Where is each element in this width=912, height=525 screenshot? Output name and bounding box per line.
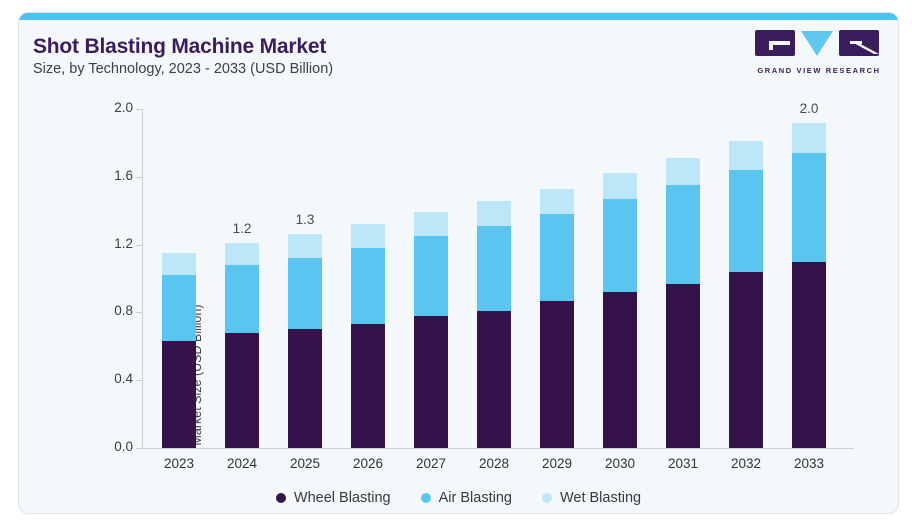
bar-2024 (225, 242, 259, 448)
bar-segment-wheel-blasting (162, 341, 196, 448)
x-tick-label: 2028 (478, 456, 510, 471)
bar-2032 (729, 141, 763, 448)
y-tick-mark (136, 380, 142, 382)
gvr-r-block (839, 30, 879, 56)
bar-segment-wet-blasting (792, 122, 826, 154)
legend-item-wet-blasting: Wet Blasting (541, 490, 642, 506)
chart-legend: Wheel Blasting Air Blasting Wet Blasting (19, 490, 898, 506)
y-tick-mark (136, 176, 142, 178)
bar-total-label: 1.2 (232, 220, 252, 236)
legend-dot-icon (420, 493, 431, 503)
x-axis-line (142, 448, 854, 449)
bar-2025 (288, 234, 322, 448)
bar-2029 (540, 188, 574, 448)
legend-item-air-blasting: Air Blasting (420, 490, 512, 506)
bar-segment-air-blasting (603, 198, 637, 293)
legend-label: Air Blasting (438, 490, 512, 506)
gvr-logo-text: GRAND VIEW RESEARCH (757, 66, 881, 75)
y-tick-label: 0.0 (114, 439, 133, 454)
legend-label: Wheel Blasting (293, 490, 391, 506)
bar-segment-air-blasting (477, 225, 511, 311)
y-tick-mark (136, 244, 142, 246)
bar-segment-wet-blasting (540, 188, 574, 215)
bar-segment-air-blasting (162, 275, 196, 342)
legend-dot-icon (275, 493, 286, 503)
grand-view-research-logo: GRAND VIEW RESEARCH (752, 30, 886, 75)
page-subtitle: Size, by Technology, 2023 - 2033 (USD Bi… (33, 61, 334, 77)
bar-segment-wet-blasting (477, 200, 511, 226)
bar-segment-wet-blasting (162, 253, 196, 276)
bar-2028 (477, 200, 511, 448)
x-tick-label: 2032 (730, 456, 762, 471)
bar-segment-air-blasting (351, 248, 385, 325)
bar-2033 (792, 122, 826, 448)
bar-segment-wheel-blasting (414, 315, 448, 448)
legend-item-wheel-blasting: Wheel Blasting (275, 490, 391, 506)
y-tick-mark (136, 109, 142, 110)
bar-segment-air-blasting (729, 170, 763, 272)
bar-total-label: 1.3 (295, 212, 315, 228)
legend-dot-icon (541, 493, 552, 503)
x-tick-label: 2027 (415, 456, 447, 471)
bar-segment-wet-blasting (225, 242, 259, 265)
bar-segment-wet-blasting (351, 224, 385, 248)
x-tick-label: 2031 (667, 456, 699, 471)
chart-plot-area: Market Size (USD Billion) 0.0 0.4 0.8 1.2 1.… (114, 100, 857, 471)
y-tick-mark (136, 312, 142, 314)
y-tick-label: 2.0 (114, 100, 133, 115)
y-tick-label: 1.6 (114, 167, 133, 183)
bar-segment-wet-blasting (729, 141, 763, 171)
bar-segment-wheel-blasting (729, 271, 763, 448)
bar-segment-wheel-blasting (603, 292, 637, 448)
y-tick-label: 1.2 (114, 235, 133, 251)
gvr-v-triangle (801, 31, 833, 56)
x-tick-label: 2025 (289, 456, 321, 471)
bar-segment-air-blasting (540, 214, 574, 301)
bar-segment-wet-blasting (666, 158, 700, 186)
bar-segment-wet-blasting (288, 234, 322, 259)
chart-card: Shot Blasting Machine Market Size, by Te… (18, 12, 899, 514)
bar-2023 (162, 253, 196, 448)
x-tick-label: 2029 (541, 456, 573, 471)
bar-segment-wheel-blasting (225, 332, 259, 448)
bar-segment-wheel-blasting (351, 324, 385, 448)
x-tick-label: 2024 (226, 456, 258, 471)
gvr-g-block (755, 30, 795, 56)
bar-segment-wet-blasting (603, 173, 637, 199)
bar-segment-air-blasting (288, 258, 322, 330)
bar-segment-wheel-blasting (288, 329, 322, 448)
bar-2031 (666, 158, 700, 448)
y-tick-mark (136, 448, 142, 449)
x-tick-label: 2023 (163, 456, 195, 471)
bar-2030 (603, 173, 637, 448)
y-tick-label: 0.4 (114, 371, 133, 387)
bar-segment-air-blasting (225, 264, 259, 333)
x-tick-label: 2030 (604, 456, 636, 471)
bar-2026 (351, 224, 385, 448)
gvr-logo-icon (755, 30, 879, 56)
bar-segment-wheel-blasting (477, 310, 511, 448)
bar-2027 (414, 212, 448, 448)
bar-segment-wet-blasting (414, 212, 448, 237)
card-top-accent-bar (19, 13, 898, 20)
x-tick-label: 2026 (352, 456, 384, 471)
bar-segment-air-blasting (792, 153, 826, 262)
bar-total-label: 2.0 (799, 100, 819, 116)
bar-segment-wheel-blasting (540, 300, 574, 448)
bar-segment-wheel-blasting (792, 261, 826, 448)
page-title: Shot Blasting Machine Market (33, 35, 327, 58)
x-tick-label: 2033 (793, 456, 825, 471)
y-tick-label: 0.8 (114, 303, 133, 319)
bar-segment-wheel-blasting (666, 283, 700, 448)
bar-segment-air-blasting (666, 185, 700, 284)
bar-segment-air-blasting (414, 236, 448, 316)
legend-label: Wet Blasting (559, 490, 642, 506)
